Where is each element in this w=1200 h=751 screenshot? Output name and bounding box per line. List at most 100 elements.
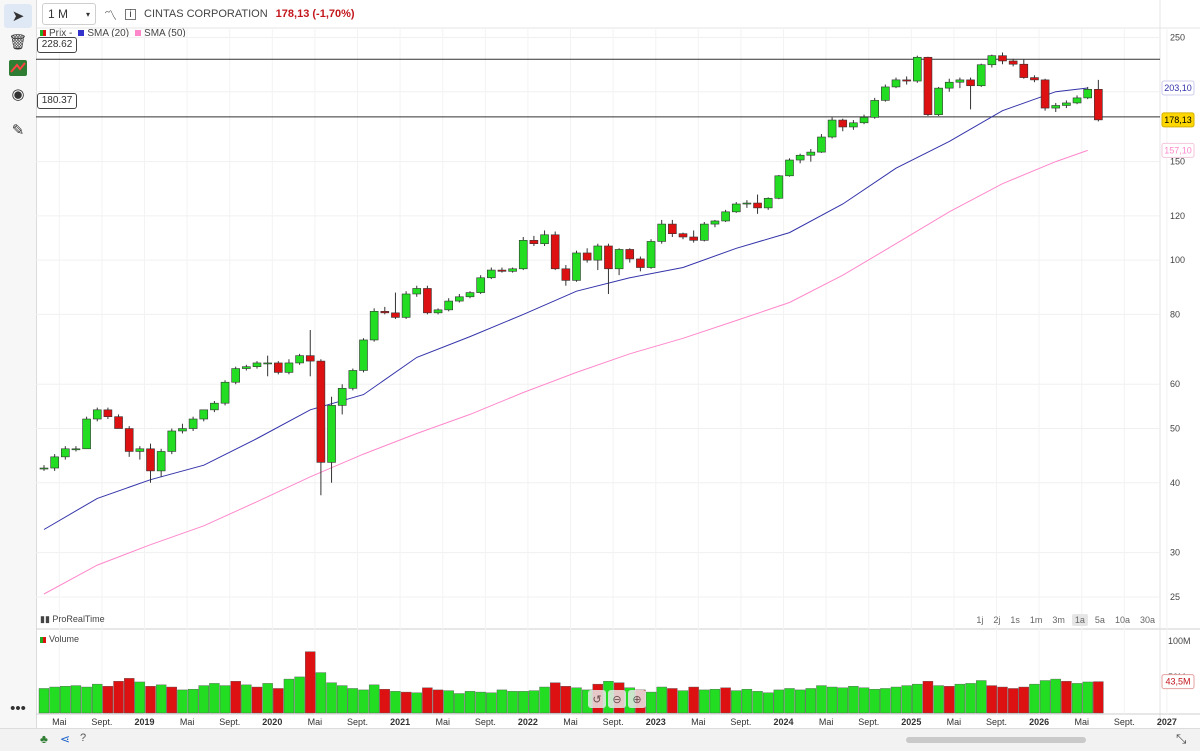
candle-body <box>987 55 997 66</box>
help-icon[interactable]: ? <box>80 732 87 744</box>
candle-body <box>912 56 922 82</box>
period-button-2j[interactable]: 2j <box>993 615 1001 625</box>
trash-icon[interactable]: 🗑 <box>8 34 28 51</box>
x-tick-label: Sept. <box>858 717 879 727</box>
candle-body <box>753 202 762 209</box>
pencil-icon[interactable]: ✎ <box>11 122 25 139</box>
volume-bar <box>858 687 870 714</box>
candle-body <box>742 202 752 205</box>
volume-bar <box>70 685 82 714</box>
more-icon[interactable]: ••• <box>10 699 26 717</box>
period-button-1s[interactable]: 1s <box>1010 615 1020 625</box>
candle-body <box>699 223 709 241</box>
info-icon[interactable]: i <box>125 8 137 20</box>
y-tick-label: 60 <box>1170 379 1180 389</box>
period-button-30a[interactable]: 30a <box>1139 615 1155 625</box>
period-button-1m[interactable]: 1m <box>1029 615 1043 625</box>
candle-body <box>668 223 677 234</box>
eye-icon[interactable]: ◉ <box>11 86 25 103</box>
share-icon[interactable]: ⋖ <box>60 732 71 746</box>
legend-price[interactable]: Prix - <box>40 28 72 39</box>
candle-body <box>369 311 379 341</box>
candle-body <box>178 428 187 432</box>
candle-body <box>731 203 741 213</box>
volume-bar <box>368 684 380 714</box>
volume-bar <box>901 685 912 714</box>
legend-sma50[interactable]: SMA (50) <box>135 28 186 39</box>
candle-body <box>508 268 517 272</box>
candle-body <box>295 355 304 364</box>
volume-bar <box>187 688 199 714</box>
volume-bar <box>944 686 955 714</box>
candle-body <box>806 151 816 156</box>
candle-body <box>316 360 326 463</box>
x-tick-label: Sept. <box>730 717 751 727</box>
candle-body <box>327 405 336 463</box>
x-tick-label: Sept. <box>1114 717 1135 727</box>
volume-bar <box>38 688 50 714</box>
fullscreen-icon[interactable]: ⤡ <box>1176 731 1187 746</box>
left-toolbar: ➤ 🗑 ◉ ✎ ••• <box>0 0 37 750</box>
volume-bar <box>965 683 976 714</box>
chart-type-icon[interactable]: 〽 <box>104 7 118 23</box>
zoom-in-icon[interactable]: ⊕ <box>628 690 646 708</box>
indicator-icon[interactable]: ♣ <box>40 732 48 746</box>
sma20-price-tag: 203,10 <box>1164 83 1192 93</box>
volume-bar <box>315 672 327 714</box>
candle-body <box>976 64 986 87</box>
candle-body <box>337 388 347 406</box>
volume-bar <box>379 688 390 714</box>
volume-bar <box>145 686 156 714</box>
volume-bar <box>539 686 550 714</box>
cursor-icon[interactable]: ➤ <box>4 4 32 28</box>
volume-bar <box>656 686 667 714</box>
volume-bar <box>81 686 92 714</box>
zoom-out-icon[interactable]: ⊖ <box>608 690 626 708</box>
candle-body <box>71 448 81 451</box>
candle-body <box>1094 89 1103 121</box>
period-button-1j[interactable]: 1j <box>976 615 984 625</box>
candle-body <box>114 416 123 429</box>
period-button-5a[interactable]: 5a <box>1094 615 1105 625</box>
volume-bar <box>518 691 529 714</box>
upper-line-tag[interactable]: 228.62 <box>37 37 77 53</box>
volume-bar <box>443 690 454 714</box>
volume-bar <box>1082 681 1093 714</box>
horizontal-scrollbar[interactable] <box>906 737 1086 743</box>
volume-bar <box>986 685 998 714</box>
volume-bar <box>411 692 422 714</box>
top-bar: 1 M ▾ 〽 i CINTAS CORPORATION 178,13 (-1,… <box>36 0 1200 28</box>
candle-body <box>1062 102 1071 106</box>
candle-body <box>50 456 59 469</box>
volume-bar <box>219 685 231 714</box>
volume-bar <box>166 686 178 714</box>
period-button-10a[interactable]: 10a <box>1114 615 1130 625</box>
chevron-down-icon: ▾ <box>85 9 90 19</box>
timeframe-select[interactable]: 1 M ▾ <box>42 3 96 25</box>
chart-style-icon[interactable] <box>4 56 32 80</box>
candle-body <box>199 409 209 420</box>
volume-bar <box>709 688 721 714</box>
volume-bar <box>560 686 572 714</box>
bottom-bar: ♣ ⋖ ? ⤡ <box>0 728 1200 751</box>
x-tick-label: Mai <box>819 717 834 727</box>
sma50-price-tag-box <box>1161 142 1195 158</box>
candle-body <box>412 288 422 295</box>
volume-bar <box>305 651 316 714</box>
period-button-1a[interactable]: 1a <box>1071 614 1088 626</box>
candle-body <box>593 245 603 261</box>
volume-bar <box>102 686 114 714</box>
volume-bar <box>230 681 241 714</box>
period-button-3m[interactable]: 3m <box>1052 615 1065 625</box>
volume-bar <box>720 687 731 714</box>
volume-bar <box>752 691 763 714</box>
lower-line-tag[interactable]: 180.37 <box>37 93 77 109</box>
legend-sma20[interactable]: SMA (20) <box>78 28 129 39</box>
candle-body <box>210 402 219 411</box>
candle-body <box>540 234 549 245</box>
x-tick-label: Mai <box>180 717 195 727</box>
volume-bar <box>688 686 699 714</box>
volume-bar <box>816 685 827 714</box>
reset-zoom-icon[interactable]: ↺ <box>588 690 606 708</box>
